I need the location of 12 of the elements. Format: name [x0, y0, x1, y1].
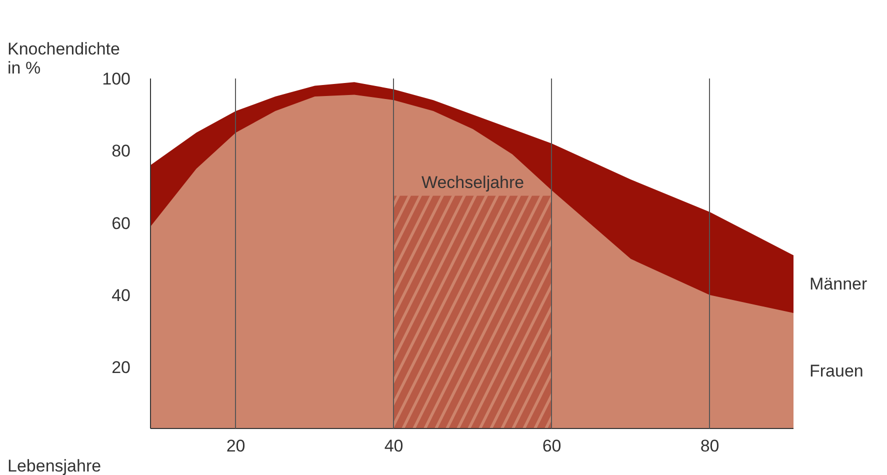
x-axis-title: Lebensjahre [8, 456, 102, 475]
y-tick-label: 60 [112, 214, 131, 233]
band-label: Wechseljahre [421, 172, 524, 192]
y-tick-label: 20 [112, 358, 131, 378]
x-tick-label: 80 [700, 436, 720, 456]
series-label: Männer [810, 274, 868, 294]
y-tick-label: 40 [112, 286, 131, 305]
x-tick-label: 60 [542, 436, 562, 456]
y-tick-label: 80 [112, 142, 131, 161]
x-tick-label: 20 [226, 436, 246, 456]
series-label: Frauen [810, 361, 864, 380]
x-tick-label: 40 [384, 436, 404, 456]
